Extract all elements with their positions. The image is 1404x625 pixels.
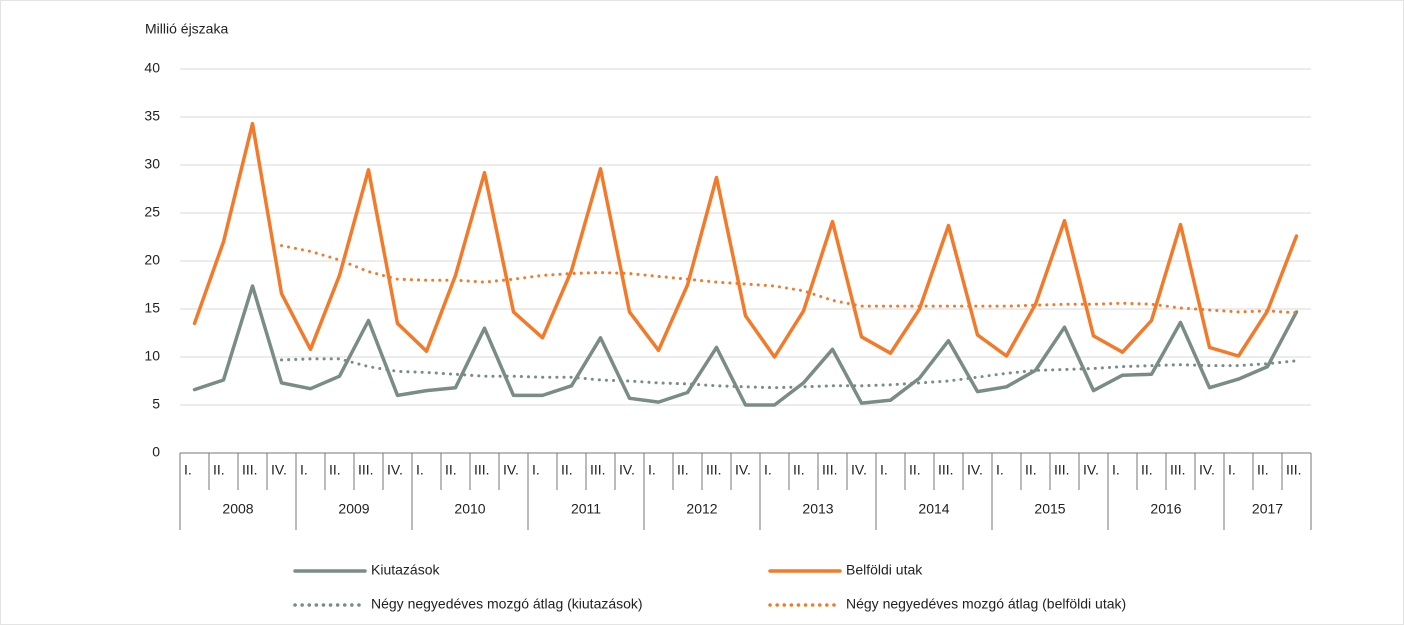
group-label: 2013 xyxy=(802,501,833,517)
group-label: 2009 xyxy=(338,501,369,517)
group-label: 2010 xyxy=(454,501,485,517)
x-tick-label: II. xyxy=(445,462,457,478)
x-tick-label: II. xyxy=(213,462,225,478)
x-tick-label: III. xyxy=(822,462,838,478)
group-label: 2015 xyxy=(1034,501,1065,517)
x-tick-label: II. xyxy=(909,462,921,478)
y-tick-label: 40 xyxy=(144,60,160,76)
group-label: 2016 xyxy=(1150,501,1181,517)
x-tick-label: II. xyxy=(329,462,341,478)
x-tick-label: IV. xyxy=(387,462,403,478)
x-tick-label: I. xyxy=(532,462,540,478)
x-tick-label: III. xyxy=(242,462,258,478)
x-tick-label: III. xyxy=(1054,462,1070,478)
x-tick-label: II. xyxy=(793,462,805,478)
legend-label: Négy negyedéves mozgó átlag (kiutazások) xyxy=(371,596,643,612)
y-tick-label: 30 xyxy=(144,156,160,172)
y-tick-label: 20 xyxy=(144,252,160,268)
x-tick-label: I. xyxy=(1228,462,1236,478)
group-label: 2014 xyxy=(918,501,949,517)
y-tick-label: 35 xyxy=(144,108,160,124)
series-line xyxy=(280,357,1298,390)
legend-label: Belföldi utak xyxy=(846,562,923,578)
x-tick-label: III. xyxy=(1170,462,1186,478)
group-label: 2012 xyxy=(686,501,717,517)
x-tick-label: II. xyxy=(1025,462,1037,478)
x-tick-label: IV. xyxy=(271,462,287,478)
y-tick-label: 0 xyxy=(152,444,160,460)
x-tick-label: IV. xyxy=(735,462,751,478)
x-tick-label: IV. xyxy=(619,462,635,478)
series-line xyxy=(192,121,1299,359)
x-tick-label: II. xyxy=(677,462,689,478)
x-tick-label: III. xyxy=(706,462,722,478)
y-tick-label: 15 xyxy=(144,300,160,316)
x-tick-label: IV. xyxy=(1199,462,1215,478)
x-tick-label: IV. xyxy=(503,462,519,478)
x-tick-label: III. xyxy=(590,462,606,478)
x-tick-label: III. xyxy=(474,462,490,478)
x-tick-label: I. xyxy=(648,462,656,478)
x-tick-label: IV. xyxy=(967,462,983,478)
group-label: 2008 xyxy=(222,501,253,517)
x-tick-label: I. xyxy=(416,462,424,478)
x-tick-label: I. xyxy=(184,462,192,478)
legend-label: Kiutazások xyxy=(371,562,440,578)
legend-label: Négy negyedéves mozgó átlag (belföldi ut… xyxy=(846,596,1126,612)
x-tick-label: IV. xyxy=(1083,462,1099,478)
series-line xyxy=(192,284,1299,407)
x-tick-label: I. xyxy=(880,462,888,478)
group-label: 2011 xyxy=(571,501,601,517)
group-label: 2017 xyxy=(1252,501,1283,517)
x-tick-label: IV. xyxy=(851,462,867,478)
x-tick-label: II. xyxy=(561,462,573,478)
x-tick-label: II. xyxy=(1141,462,1153,478)
y-tick-label: 25 xyxy=(144,204,160,220)
x-tick-label: III. xyxy=(358,462,374,478)
x-tick-label: I. xyxy=(1112,462,1120,478)
y-axis-label: Millió éjszaka xyxy=(145,21,228,37)
x-tick-label: I. xyxy=(300,462,308,478)
x-tick-label: I. xyxy=(996,462,1004,478)
y-tick-label: 5 xyxy=(152,396,160,412)
y-tick-label: 10 xyxy=(144,348,160,364)
x-tick-label: I. xyxy=(764,462,772,478)
x-tick-label: II. xyxy=(1257,462,1269,478)
x-tick-label: III. xyxy=(938,462,954,478)
x-tick-label: III. xyxy=(1286,462,1302,478)
